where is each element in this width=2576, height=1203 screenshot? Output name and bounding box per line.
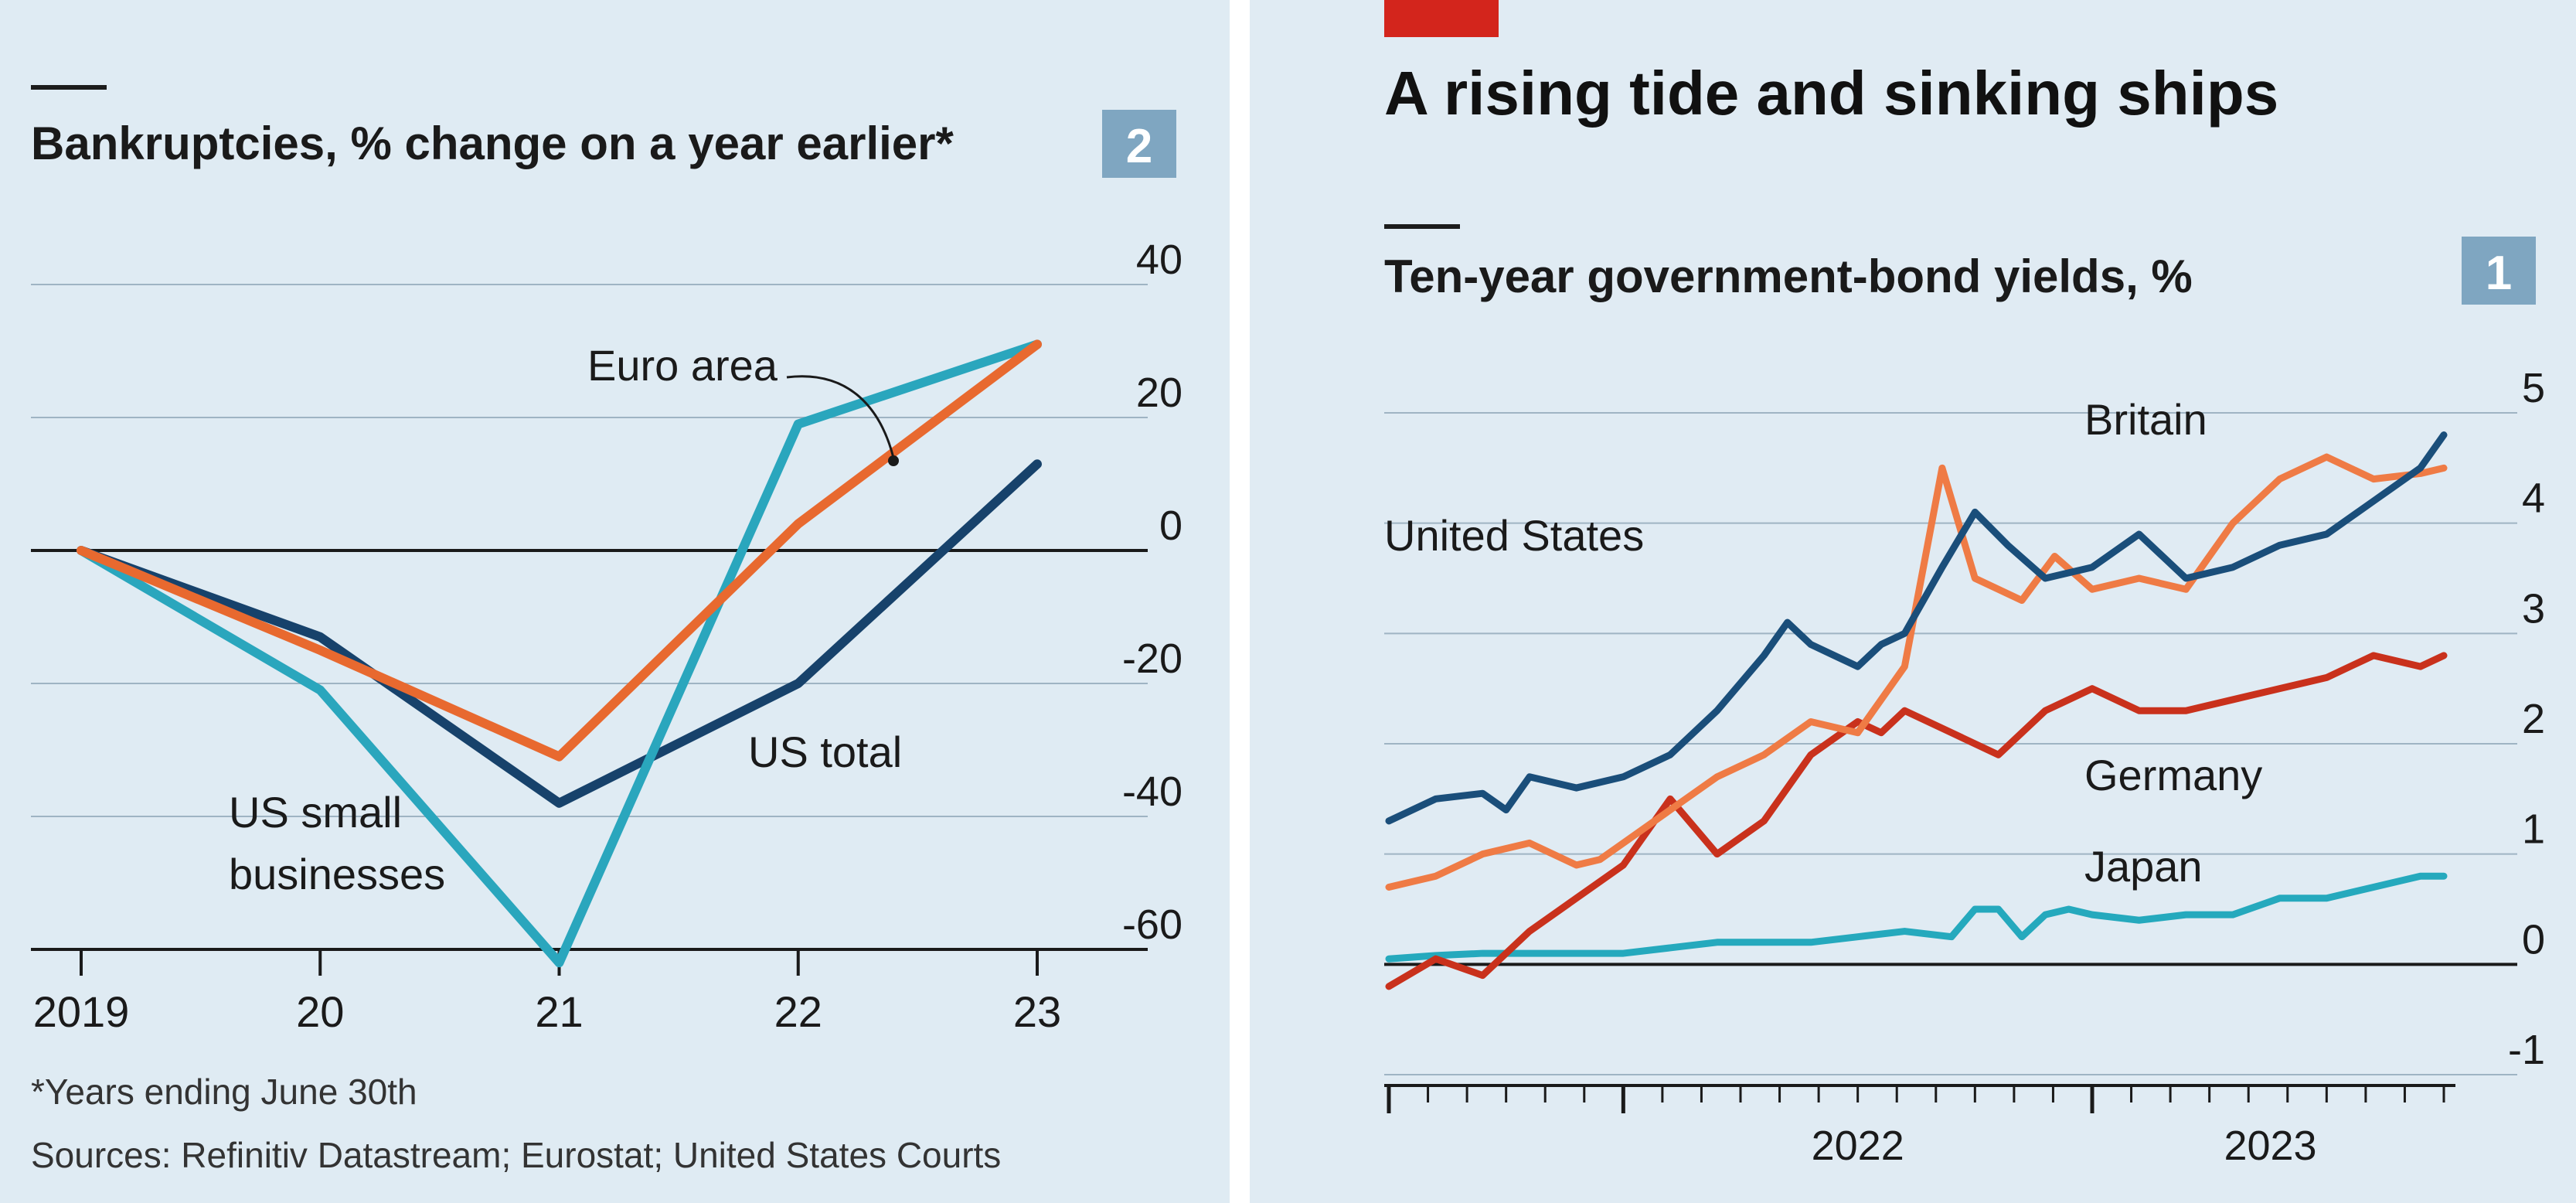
x-tick-label: 23 xyxy=(1013,987,1061,1036)
y-tick-label: 4 xyxy=(2522,475,2545,522)
chart-badge xyxy=(2462,237,2536,305)
headline: A rising tide and sinking ships xyxy=(1384,59,2278,128)
chart-title: Bankruptcies, % change on a year earlier… xyxy=(31,118,954,169)
us-small-label-line2: businesses xyxy=(229,850,445,898)
y-tick-labels: 5 4 3 2 1 0 -1 xyxy=(2508,365,2545,1073)
britain-label: Britain xyxy=(2084,395,2207,444)
series-lines xyxy=(1385,431,2448,990)
right-chart-panel: A rising tide and sinking ships Ten-year… xyxy=(1250,0,2576,1203)
y-tick-label: 3 xyxy=(2522,585,2545,632)
y-tick-label: -20 xyxy=(1122,636,1183,682)
chart-title: Ten-year government-bond yields, % xyxy=(1384,250,2193,302)
us-total-label: US total xyxy=(748,728,902,776)
y-tick-labels: 40 20 0 -20 -40 -60 xyxy=(1122,237,1183,948)
series-line-britain xyxy=(1385,453,2448,891)
series-line-us-small-businesses xyxy=(77,339,1042,968)
panel-divider xyxy=(1230,0,1250,1203)
bankruptcies-chart: Bankruptcies, % change on a year earlier… xyxy=(31,85,1183,1175)
series-lines xyxy=(77,339,1042,968)
euro-area-label: Euro area xyxy=(587,341,778,390)
united-states-label: United States xyxy=(1384,511,1644,560)
gridlines xyxy=(1384,412,2517,1075)
series-line-euro-area xyxy=(77,339,1042,762)
euro-area-leader-line xyxy=(786,375,895,458)
title-rule xyxy=(31,85,107,90)
y-tick-label: 0 xyxy=(1159,503,1183,549)
us-small-label-line1: US small xyxy=(229,788,402,837)
bond-yields-chart: A rising tide and sinking ships Ten-year… xyxy=(1384,0,2545,1169)
sources: Sources: Refinitiv Datastream; Eurostat;… xyxy=(31,1135,1001,1175)
accent-tag xyxy=(1384,0,1499,37)
x-axis: 2022 2023 xyxy=(1384,1084,2455,1169)
title-rule xyxy=(1384,224,1460,229)
y-tick-label: 0 xyxy=(2522,916,2545,963)
x-tick-label: 21 xyxy=(535,987,583,1036)
y-tick-label: 5 xyxy=(2522,365,2545,411)
x-tick-label: 2019 xyxy=(33,987,130,1036)
series-line-us-total xyxy=(77,459,1042,808)
left-chart-panel: Bankruptcies, % change on a year earlier… xyxy=(0,0,1230,1203)
chart-badge xyxy=(1102,110,1176,178)
y-tick-label: -60 xyxy=(1122,901,1183,948)
x-axis: 2019 20 21 22 23 xyxy=(31,948,1148,1036)
series-line-united-states xyxy=(1385,431,2448,825)
y-tick-label: 40 xyxy=(1136,237,1183,283)
series-line-germany xyxy=(1385,652,2448,990)
japan-label: Japan xyxy=(2084,842,2203,891)
x-year-label: 2022 xyxy=(1812,1123,1904,1169)
footnote: *Years ending June 30th xyxy=(31,1072,417,1112)
series-line-japan xyxy=(1385,872,2448,963)
chart-badge-number: 1 xyxy=(2486,247,2512,300)
x-tick-label: 22 xyxy=(774,987,822,1036)
euro-area-leader-dot xyxy=(888,455,899,466)
chart-badge-number: 2 xyxy=(1126,120,1152,173)
y-tick-label: 2 xyxy=(2522,696,2545,742)
y-tick-label: -1 xyxy=(2508,1027,2545,1073)
germany-label: Germany xyxy=(2084,751,2262,799)
x-year-label: 2023 xyxy=(2224,1123,2316,1169)
y-tick-label: 20 xyxy=(1136,370,1183,416)
x-tick-label: 20 xyxy=(296,987,344,1036)
y-tick-label: 1 xyxy=(2522,806,2545,853)
y-tick-label: -40 xyxy=(1122,768,1183,815)
